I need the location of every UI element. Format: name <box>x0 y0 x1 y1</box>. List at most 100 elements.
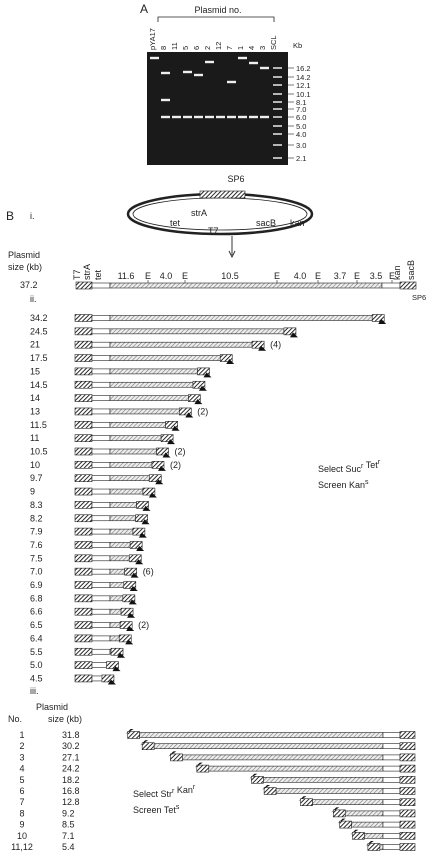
cap-left <box>74 594 93 603</box>
gel-band <box>205 115 214 119</box>
map-cap-right <box>399 281 417 290</box>
cap-left <box>352 831 365 840</box>
size-title: size (kb) <box>8 262 42 272</box>
cap-right <box>192 380 206 389</box>
ladder-label: 3.0 <box>296 141 306 150</box>
white-seg <box>382 754 401 761</box>
plasmid-no: 7 <box>19 797 24 807</box>
cap-right <box>283 327 297 336</box>
white-seg <box>382 799 401 806</box>
deletion-bar <box>109 635 120 642</box>
cap-left <box>367 843 381 851</box>
cap-right <box>399 809 416 818</box>
cap-left <box>332 809 346 818</box>
plasmid-size: 12.8 <box>62 797 80 807</box>
gel-band <box>172 115 181 119</box>
gel-band <box>249 115 258 119</box>
white-seg <box>91 502 111 508</box>
plasmid-no: 2 <box>19 741 24 751</box>
cap-left <box>74 420 93 429</box>
white-seg <box>382 810 401 817</box>
deletion-size: 14 <box>30 393 40 403</box>
sub-ii: ii. <box>30 294 37 304</box>
deletion-size: 6.4 <box>30 633 43 643</box>
white-seg <box>91 315 111 321</box>
deletion-size: 7.5 <box>30 553 43 563</box>
lane-label: 11 <box>170 42 179 50</box>
end-arrow <box>185 412 194 418</box>
superscript: r <box>361 463 364 470</box>
map-label: E <box>145 271 151 281</box>
arrow <box>228 236 236 259</box>
superscript: s <box>365 479 369 486</box>
end-arrow <box>162 452 171 458</box>
gel-band <box>161 71 170 75</box>
deletion-size: 13 <box>30 406 40 416</box>
map-label: SP6 <box>412 293 426 302</box>
gel-band <box>194 115 203 119</box>
white-seg <box>91 542 111 548</box>
deletion-bar <box>109 475 150 482</box>
gel-band <box>183 70 192 74</box>
white-seg <box>91 435 111 441</box>
white-seg <box>91 475 111 482</box>
plasmid-size: 16.8 <box>62 786 80 796</box>
end-arrow <box>128 599 137 605</box>
gel-band <box>249 61 258 65</box>
end-arrow <box>125 639 134 645</box>
ladder-band <box>273 67 282 69</box>
screen-text: Screen Tets <box>133 804 180 815</box>
cap-right <box>399 753 416 762</box>
end-arrow <box>136 545 145 551</box>
white-seg <box>382 732 401 738</box>
ladder-label: 6.0 <box>296 113 306 122</box>
map-label: E <box>354 271 360 281</box>
lane-label: 12 <box>214 42 223 50</box>
lane-label: 5 <box>181 46 190 50</box>
map-label: 11.6 <box>118 271 135 281</box>
white-seg <box>91 448 111 455</box>
end-arrow <box>126 626 135 632</box>
deletion-bar <box>109 515 136 522</box>
lane-label: 4 <box>247 46 256 50</box>
gel-band <box>150 56 159 60</box>
cap-left <box>74 327 93 336</box>
cap-left <box>170 753 183 762</box>
map-label: E <box>182 271 188 281</box>
count-note: (4) <box>270 340 281 350</box>
panel-a-label: A <box>140 2 148 16</box>
cap-right <box>124 567 137 576</box>
plasmid-size: 7.1 <box>62 831 75 841</box>
deletion-bar <box>109 542 131 548</box>
plasmid-size: 27.1 <box>62 752 80 762</box>
cap-left <box>74 447 93 456</box>
deletion-size: 5.0 <box>30 660 43 670</box>
cap-left <box>74 487 93 496</box>
map-size: 37.2 <box>20 280 38 290</box>
text-part: Tet <box>363 460 378 470</box>
white-seg <box>382 844 401 850</box>
cap-right <box>129 541 143 549</box>
deletion-bar <box>109 595 124 602</box>
superscript: r <box>193 784 196 791</box>
cap-right <box>399 831 416 840</box>
lane-label: 7 <box>225 46 234 50</box>
map-label: kan <box>392 265 402 280</box>
end-arrow <box>167 439 176 445</box>
deletion-bar <box>109 421 166 428</box>
end-arrow <box>112 666 121 672</box>
deletion-bar <box>109 381 194 388</box>
white-seg <box>382 776 401 783</box>
deletion-bar <box>109 502 137 508</box>
deletion-bar <box>109 448 157 455</box>
cap-right <box>399 820 416 829</box>
panel-b-label: B <box>6 209 14 223</box>
white-seg <box>91 515 111 522</box>
gel-band <box>227 80 236 84</box>
cap-left <box>74 501 93 509</box>
sub-i: i. <box>30 211 35 221</box>
end-arrow <box>138 532 147 538</box>
deletion-bar <box>275 788 384 794</box>
deletion-size: 8.3 <box>30 500 43 510</box>
